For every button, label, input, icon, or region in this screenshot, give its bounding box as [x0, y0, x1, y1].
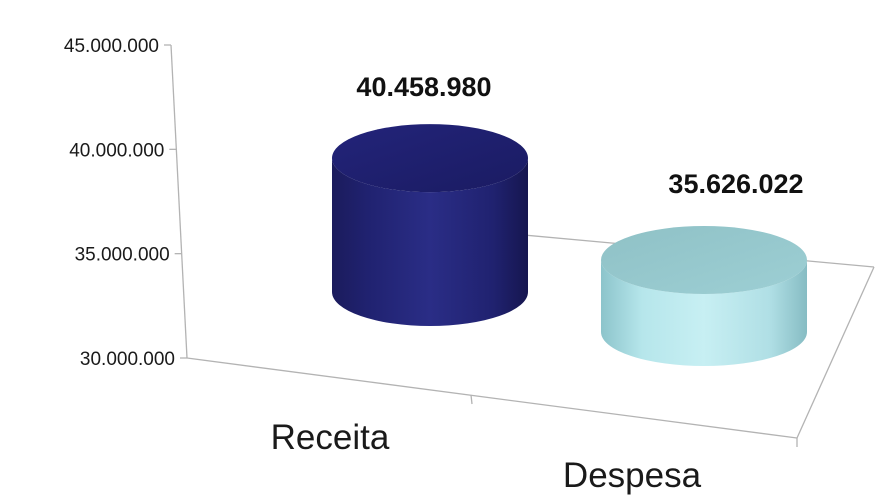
y-axis-ticks: 30.000.000 35.000.000 40.000.000 45.000.000: [64, 36, 187, 370]
category-label: Despesa: [563, 456, 702, 495]
category-label: Receita: [271, 418, 390, 457]
data-label: 35.626.022: [668, 169, 803, 199]
bar-body: [332, 158, 528, 326]
bar-receita: [332, 124, 528, 326]
y-tick-label: 30.000.000: [80, 349, 175, 370]
y-tick-label: 40.000.000: [69, 140, 164, 161]
data-labels: 40.458.980 35.626.022: [356, 72, 803, 199]
y-tick-label: 35.000.000: [75, 245, 170, 266]
bar-top: [332, 124, 528, 193]
x-tick-mark: [470, 394, 473, 405]
category-labels: Receita Despesa: [271, 418, 702, 495]
bars: [332, 124, 807, 366]
floor-front-edge: [186, 357, 798, 439]
bar-body: [601, 259, 807, 366]
y-tick-label: 45.000.000: [64, 36, 159, 57]
bar-despesa: [601, 225, 807, 366]
data-label: 40.458.980: [356, 72, 491, 102]
bar-top: [601, 225, 807, 294]
y-axis-line: [170, 44, 188, 359]
floor-right-edge: [796, 266, 875, 439]
